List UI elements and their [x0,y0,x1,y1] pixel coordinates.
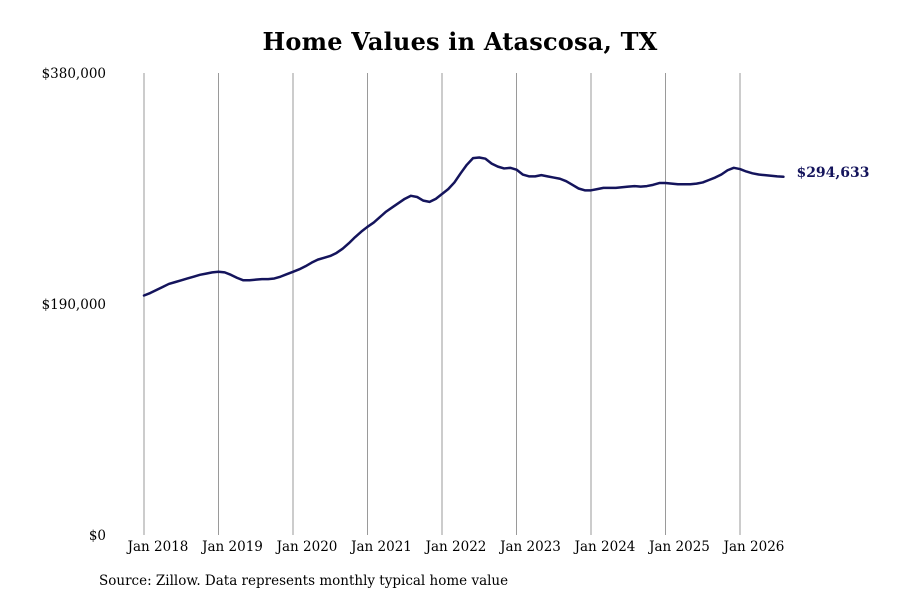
source-note: Source: Zillow. Data represents monthly … [99,573,509,589]
y-tick-label: $190,000 [42,297,106,313]
end-value-label: $294,633 [796,165,869,181]
x-tick-label: Jan 2020 [275,539,338,555]
x-tick-label: Jan 2023 [498,539,561,555]
x-tick-label: Jan 2018 [126,539,189,555]
chart-title: Home Values in Atascosa, TX [262,27,658,56]
y-tick-label: $380,000 [42,66,106,82]
x-tick-label: Jan 2019 [200,539,263,555]
series-line [142,156,785,297]
x-tick-label: Jan 2026 [722,539,785,555]
x-tick-label: Jan 2022 [424,539,487,555]
x-tick-label: Jan 2021 [349,539,412,555]
y-tick-label: $0 [89,528,106,544]
x-tick-label: Jan 2025 [647,539,710,555]
x-tick-label: Jan 2024 [573,539,636,555]
